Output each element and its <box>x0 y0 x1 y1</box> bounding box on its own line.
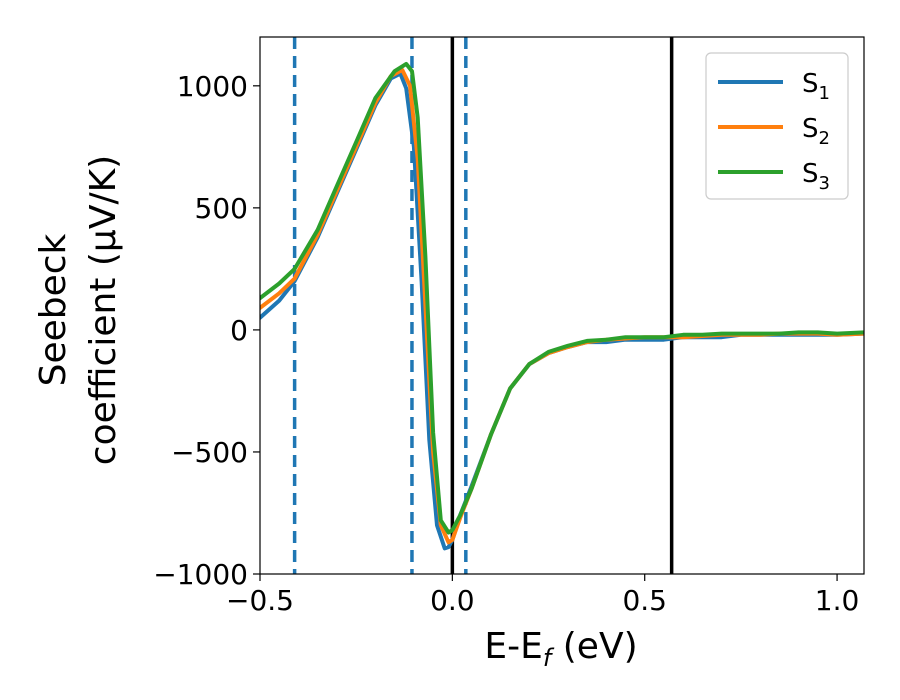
series-layer <box>260 61 864 551</box>
legend-label-s3: S3 <box>802 159 830 194</box>
y-tick-label: 0 <box>230 314 248 347</box>
y-axis-label: Seebeck coefficient (μV/K) <box>33 155 124 465</box>
legend-label-s1: S1 <box>802 69 830 104</box>
x-tick-label: 1.0 <box>815 584 860 617</box>
reference-lines <box>292 37 674 574</box>
x-tick-label: 0.0 <box>430 584 475 617</box>
plot-frame <box>259 36 865 575</box>
y-tick-label: −500 <box>171 436 248 469</box>
y-tick-label: 1000 <box>177 70 248 103</box>
x-axis-label: E-Ef (eV) <box>484 626 637 672</box>
x-tick-label: −0.5 <box>226 584 294 617</box>
y-tick-label: 500 <box>195 192 248 225</box>
series-line-s3 <box>260 61 864 535</box>
x-tick-label: 0.5 <box>622 584 667 617</box>
y-tick-label: −1000 <box>153 558 248 591</box>
y-axis-label-line1: Seebeck <box>33 233 74 386</box>
axis-ticks: −0.5 0.0 0.5 1.0 −1000 −500 0 500 1000 <box>153 70 859 617</box>
legend-label-s2: S2 <box>802 114 830 149</box>
y-axis-label-line2: coefficient (μV/K) <box>83 155 124 465</box>
legend: S1 S2 S3 <box>705 52 849 200</box>
